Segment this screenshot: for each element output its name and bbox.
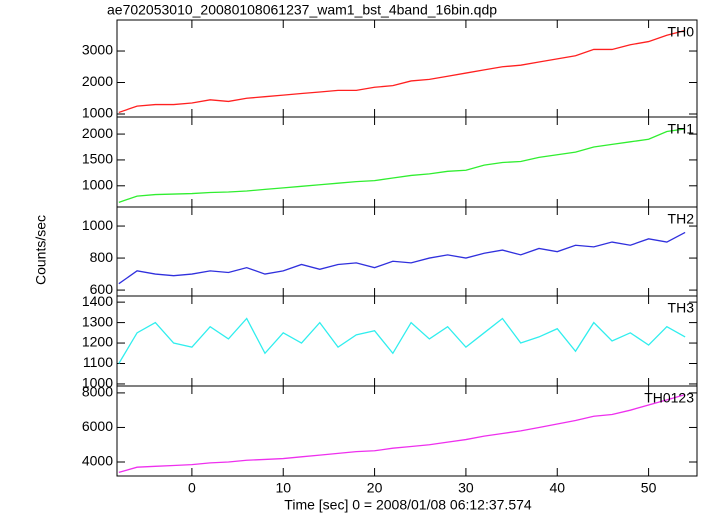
data-line — [118, 394, 686, 473]
y-tick-label: 3000 — [82, 42, 113, 58]
y-axis-label: Counts/sec — [33, 215, 49, 285]
panel-frame — [116, 295, 698, 387]
y-tick-label: 1100 — [83, 354, 113, 370]
data-line — [118, 128, 686, 203]
panel-label: TH0123 — [644, 390, 694, 406]
panel-label: TH0 — [668, 24, 695, 40]
y-tick-label: 1000 — [82, 176, 113, 192]
x-tick-label: 50 — [641, 480, 657, 496]
y-tick-label: 1300 — [82, 313, 113, 329]
y-tick-label: 800 — [90, 249, 114, 265]
panel-frame — [116, 206, 698, 297]
y-tick-label: 1500 — [82, 151, 113, 167]
x-tick-label: 30 — [458, 480, 474, 496]
y-tick-label: 1400 — [82, 293, 113, 309]
y-tick-label: 2000 — [82, 125, 113, 141]
y-tick-label: 2000 — [82, 73, 113, 89]
y-tick-label: 4000 — [82, 453, 113, 469]
x-axis-label: Time [sec] 0 = 2008/01/08 06:12:37.574 — [284, 497, 532, 513]
y-tick-label: 6000 — [82, 418, 113, 434]
data-line — [118, 29, 686, 114]
y-tick-label: 1000 — [82, 375, 113, 391]
data-line — [118, 231, 686, 285]
x-tick-label: 40 — [549, 480, 565, 496]
panel-label: TH1 — [668, 121, 695, 137]
x-tick-label: 20 — [367, 480, 383, 496]
y-tick-label: 1200 — [82, 334, 113, 350]
data-line — [118, 317, 686, 364]
y-tick-label: 600 — [90, 281, 114, 297]
x-tick-label: 10 — [275, 480, 291, 496]
panel-frame — [116, 385, 698, 477]
y-tick-label: 8000 — [82, 384, 113, 400]
x-tick-label: 0 — [188, 480, 196, 496]
panel-frame — [116, 19, 698, 118]
panel-label: TH3 — [668, 300, 695, 316]
panel-label: TH2 — [668, 211, 695, 227]
y-tick-label: 1000 — [82, 105, 113, 121]
chart-title: ae702053010_20080108061237_wam1_bst_4ban… — [107, 2, 497, 18]
y-tick-label: 1000 — [82, 217, 113, 233]
